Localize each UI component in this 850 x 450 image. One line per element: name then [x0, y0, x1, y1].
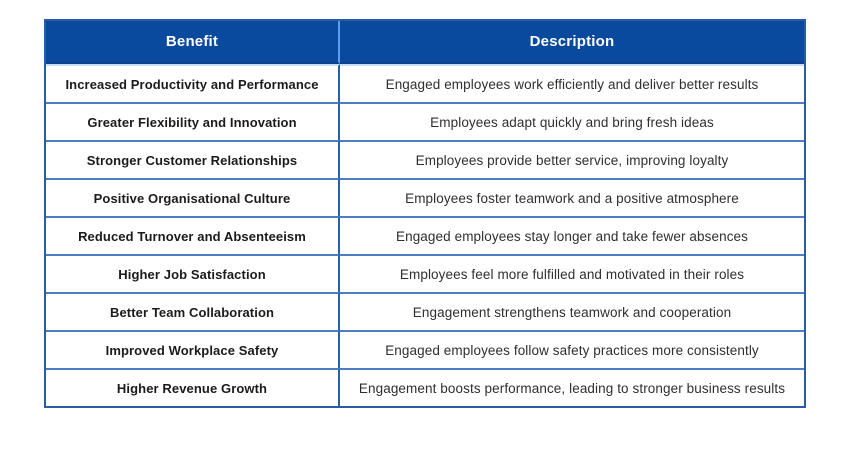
- header-cell-description: Description: [340, 21, 804, 64]
- description-cell: Employees foster teamwork and a positive…: [340, 178, 804, 216]
- description-cell: Engagement boosts performance, leading t…: [340, 368, 804, 406]
- table-body: Increased Productivity and Performance E…: [46, 64, 804, 406]
- header-cell-benefit: Benefit: [46, 21, 340, 64]
- benefit-cell: Positive Organisational Culture: [46, 178, 340, 216]
- table-header: Benefit Description: [46, 21, 804, 64]
- table-row: Positive Organisational Culture Employee…: [46, 178, 804, 216]
- benefit-cell: Stronger Customer Relationships: [46, 140, 340, 178]
- header-row: Benefit Description: [46, 21, 804, 64]
- description-cell: Engagement strengthens teamwork and coop…: [340, 292, 804, 330]
- benefits-table: Benefit Description Increased Productivi…: [44, 19, 806, 408]
- table-row: Increased Productivity and Performance E…: [46, 64, 804, 102]
- benefit-cell: Higher Revenue Growth: [46, 368, 340, 406]
- table-row: Greater Flexibility and Innovation Emplo…: [46, 102, 804, 140]
- benefit-cell: Better Team Collaboration: [46, 292, 340, 330]
- benefit-cell: Increased Productivity and Performance: [46, 64, 340, 102]
- benefit-cell: Higher Job Satisfaction: [46, 254, 340, 292]
- table-row: Better Team Collaboration Engagement str…: [46, 292, 804, 330]
- benefit-cell: Greater Flexibility and Innovation: [46, 102, 340, 140]
- table-row: Reduced Turnover and Absenteeism Engaged…: [46, 216, 804, 254]
- description-cell: Engaged employees stay longer and take f…: [340, 216, 804, 254]
- description-cell: Employees provide better service, improv…: [340, 140, 804, 178]
- description-cell: Employees feel more fulfilled and motiva…: [340, 254, 804, 292]
- description-cell: Employees adapt quickly and bring fresh …: [340, 102, 804, 140]
- table-row: Improved Workplace Safety Engaged employ…: [46, 330, 804, 368]
- description-cell: Engaged employees follow safety practice…: [340, 330, 804, 368]
- description-cell: Engaged employees work efficiently and d…: [340, 64, 804, 102]
- table-row: Higher Revenue Growth Engagement boosts …: [46, 368, 804, 406]
- table-row: Stronger Customer Relationships Employee…: [46, 140, 804, 178]
- table-row: Higher Job Satisfaction Employees feel m…: [46, 254, 804, 292]
- benefit-cell: Improved Workplace Safety: [46, 330, 340, 368]
- benefit-cell: Reduced Turnover and Absenteeism: [46, 216, 340, 254]
